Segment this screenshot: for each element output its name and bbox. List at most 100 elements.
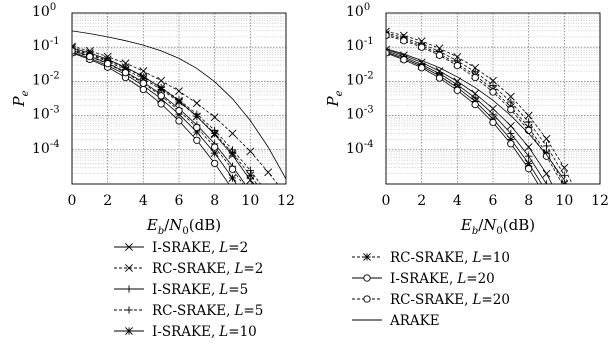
plot-frame [71,12,287,185]
data-point-i10 [228,174,237,182]
data-point-i20 [139,85,147,94]
plot-frame [385,12,601,185]
data-point-rc20 [228,165,237,173]
data-point-i20 [561,225,567,231]
data-point-rc20 [453,61,461,70]
legend-item-arake: ARAKE [352,313,440,329]
legend-marker [125,285,133,293]
y-tick-label: 10-2 [346,70,374,88]
data-point-rc10 [139,74,148,83]
x-tick-label: 6 [175,193,184,209]
x-tick-label: 0 [382,193,391,209]
data-point-i10 [506,135,515,144]
series-line-i20 [72,52,230,184]
data-point-rc20 [139,79,147,87]
legend-marker [363,274,371,282]
legend-item-i10: I-SRAKE, L=10 [114,324,257,340]
data-point-rc20 [386,31,390,40]
data-point-rc20 [418,43,426,51]
data-point-i20 [471,100,479,109]
x-tick-label: 6 [489,193,498,209]
x-tick-label: 8 [210,193,219,209]
data-point-rc2 [210,113,219,122]
series-line-arake [386,48,568,184]
data-point-rc2 [471,63,480,72]
legend-label: I-SRAKE, L=20 [390,271,495,287]
legend-label: RC-SRAKE, L=20 [390,292,510,308]
legend-label: ARAKE [389,313,440,329]
data-point-i20 [489,118,497,127]
x-axis-label: Eb/N0(dB) [460,216,535,237]
data-point-rc20 [86,52,94,61]
legend-label: RC-SRAKE, L=5 [152,303,263,319]
data-point-i20 [229,186,235,192]
data-point-rc20 [121,69,130,77]
data-point-i20 [247,215,253,221]
data-point-i10 [210,149,219,158]
data-point-i2 [542,169,551,178]
x-tick-label: 2 [103,193,112,209]
legend-label: I-SRAKE, L=2 [152,240,248,256]
data-point-rc10 [228,149,237,158]
data-point-rc2 [453,52,462,61]
legend-item-rc10: RC-SRAKE, L=10 [352,250,510,266]
series-line-i5 [72,50,246,184]
data-point-rc20 [175,106,183,115]
right-chart-panel: 0 2 4 6 8 10 12 100 10-1 10-2 10-3 10-4 Eb/N0(dB) Pe [324,2,609,237]
data-point-i2 [506,121,515,130]
series-line-rc20 [386,35,563,184]
series-line-arake [72,30,286,180]
data-point-i10 [543,188,550,195]
x-axis-label: Eb/N0(dB) [146,216,221,237]
x-tick-label: 8 [524,193,533,209]
legend-item-i5: I-SRAKE, L=5 [114,282,248,298]
data-point-rc2 [489,76,497,85]
data-point-i2 [524,143,533,152]
data-point-rc20 [157,92,165,100]
legend-marker [363,253,371,261]
legend-label: RC-SRAKE, L=10 [390,250,510,266]
data-point-rc20 [525,126,533,135]
data-point-i5 [507,129,515,138]
x-tick-label: 10 [555,193,573,209]
legend-item-rc2: RC-SRAKE, L=2 [114,261,263,277]
data-point-rc20 [435,51,444,59]
y-tick-label: 100 [346,2,370,20]
data-point-rc20 [211,143,219,151]
data-point-i20 [525,165,533,173]
data-point-rc20 [562,183,566,184]
data-point-rc2 [139,67,148,76]
data-point-rc20 [507,105,515,114]
data-point-rc2 [264,168,273,177]
left-chart-panel: 0 2 4 6 8 10 12 100 10-1 10-2 10-3 10-4 Eb/N0(dB) Pe [10,2,295,237]
data-point-rc5 [560,171,568,179]
data-point-i20 [193,136,201,144]
data-point-rc5 [542,142,551,150]
x-tick-label: 0 [68,193,77,209]
data-point-i20 [435,74,444,82]
data-point-i20 [400,56,408,64]
legend: I-SRAKE, L=2 RC-SRAKE, L=2 I-SRAKE, L=5 RC-SRA… [114,240,510,340]
y-axis-label: Pe [324,90,345,107]
data-point-rc10 [192,112,201,121]
data-point-rc2 [157,76,166,85]
data-point-rc10 [157,85,166,94]
y-tick-label: 10-3 [32,105,60,123]
data-point-i20 [211,159,219,168]
data-point-i20 [507,140,515,148]
data-point-rc10 [265,196,272,203]
data-point-rc2 [560,163,569,172]
data-point-i20 [453,86,461,94]
legend-label: I-SRAKE, L=5 [152,282,248,298]
data-point-rc5 [282,216,289,223]
legend-label: RC-SRAKE, L=2 [152,261,263,277]
data-point-i20 [157,100,165,108]
y-tick-label: 10-4 [32,139,60,157]
x-tick-label: 12 [277,193,295,209]
x-tick-label: 2 [417,193,426,209]
data-point-rc20 [542,152,551,160]
data-point-rc10 [175,98,183,106]
data-point-i10 [561,220,568,227]
y-tick-label: 100 [32,2,56,20]
